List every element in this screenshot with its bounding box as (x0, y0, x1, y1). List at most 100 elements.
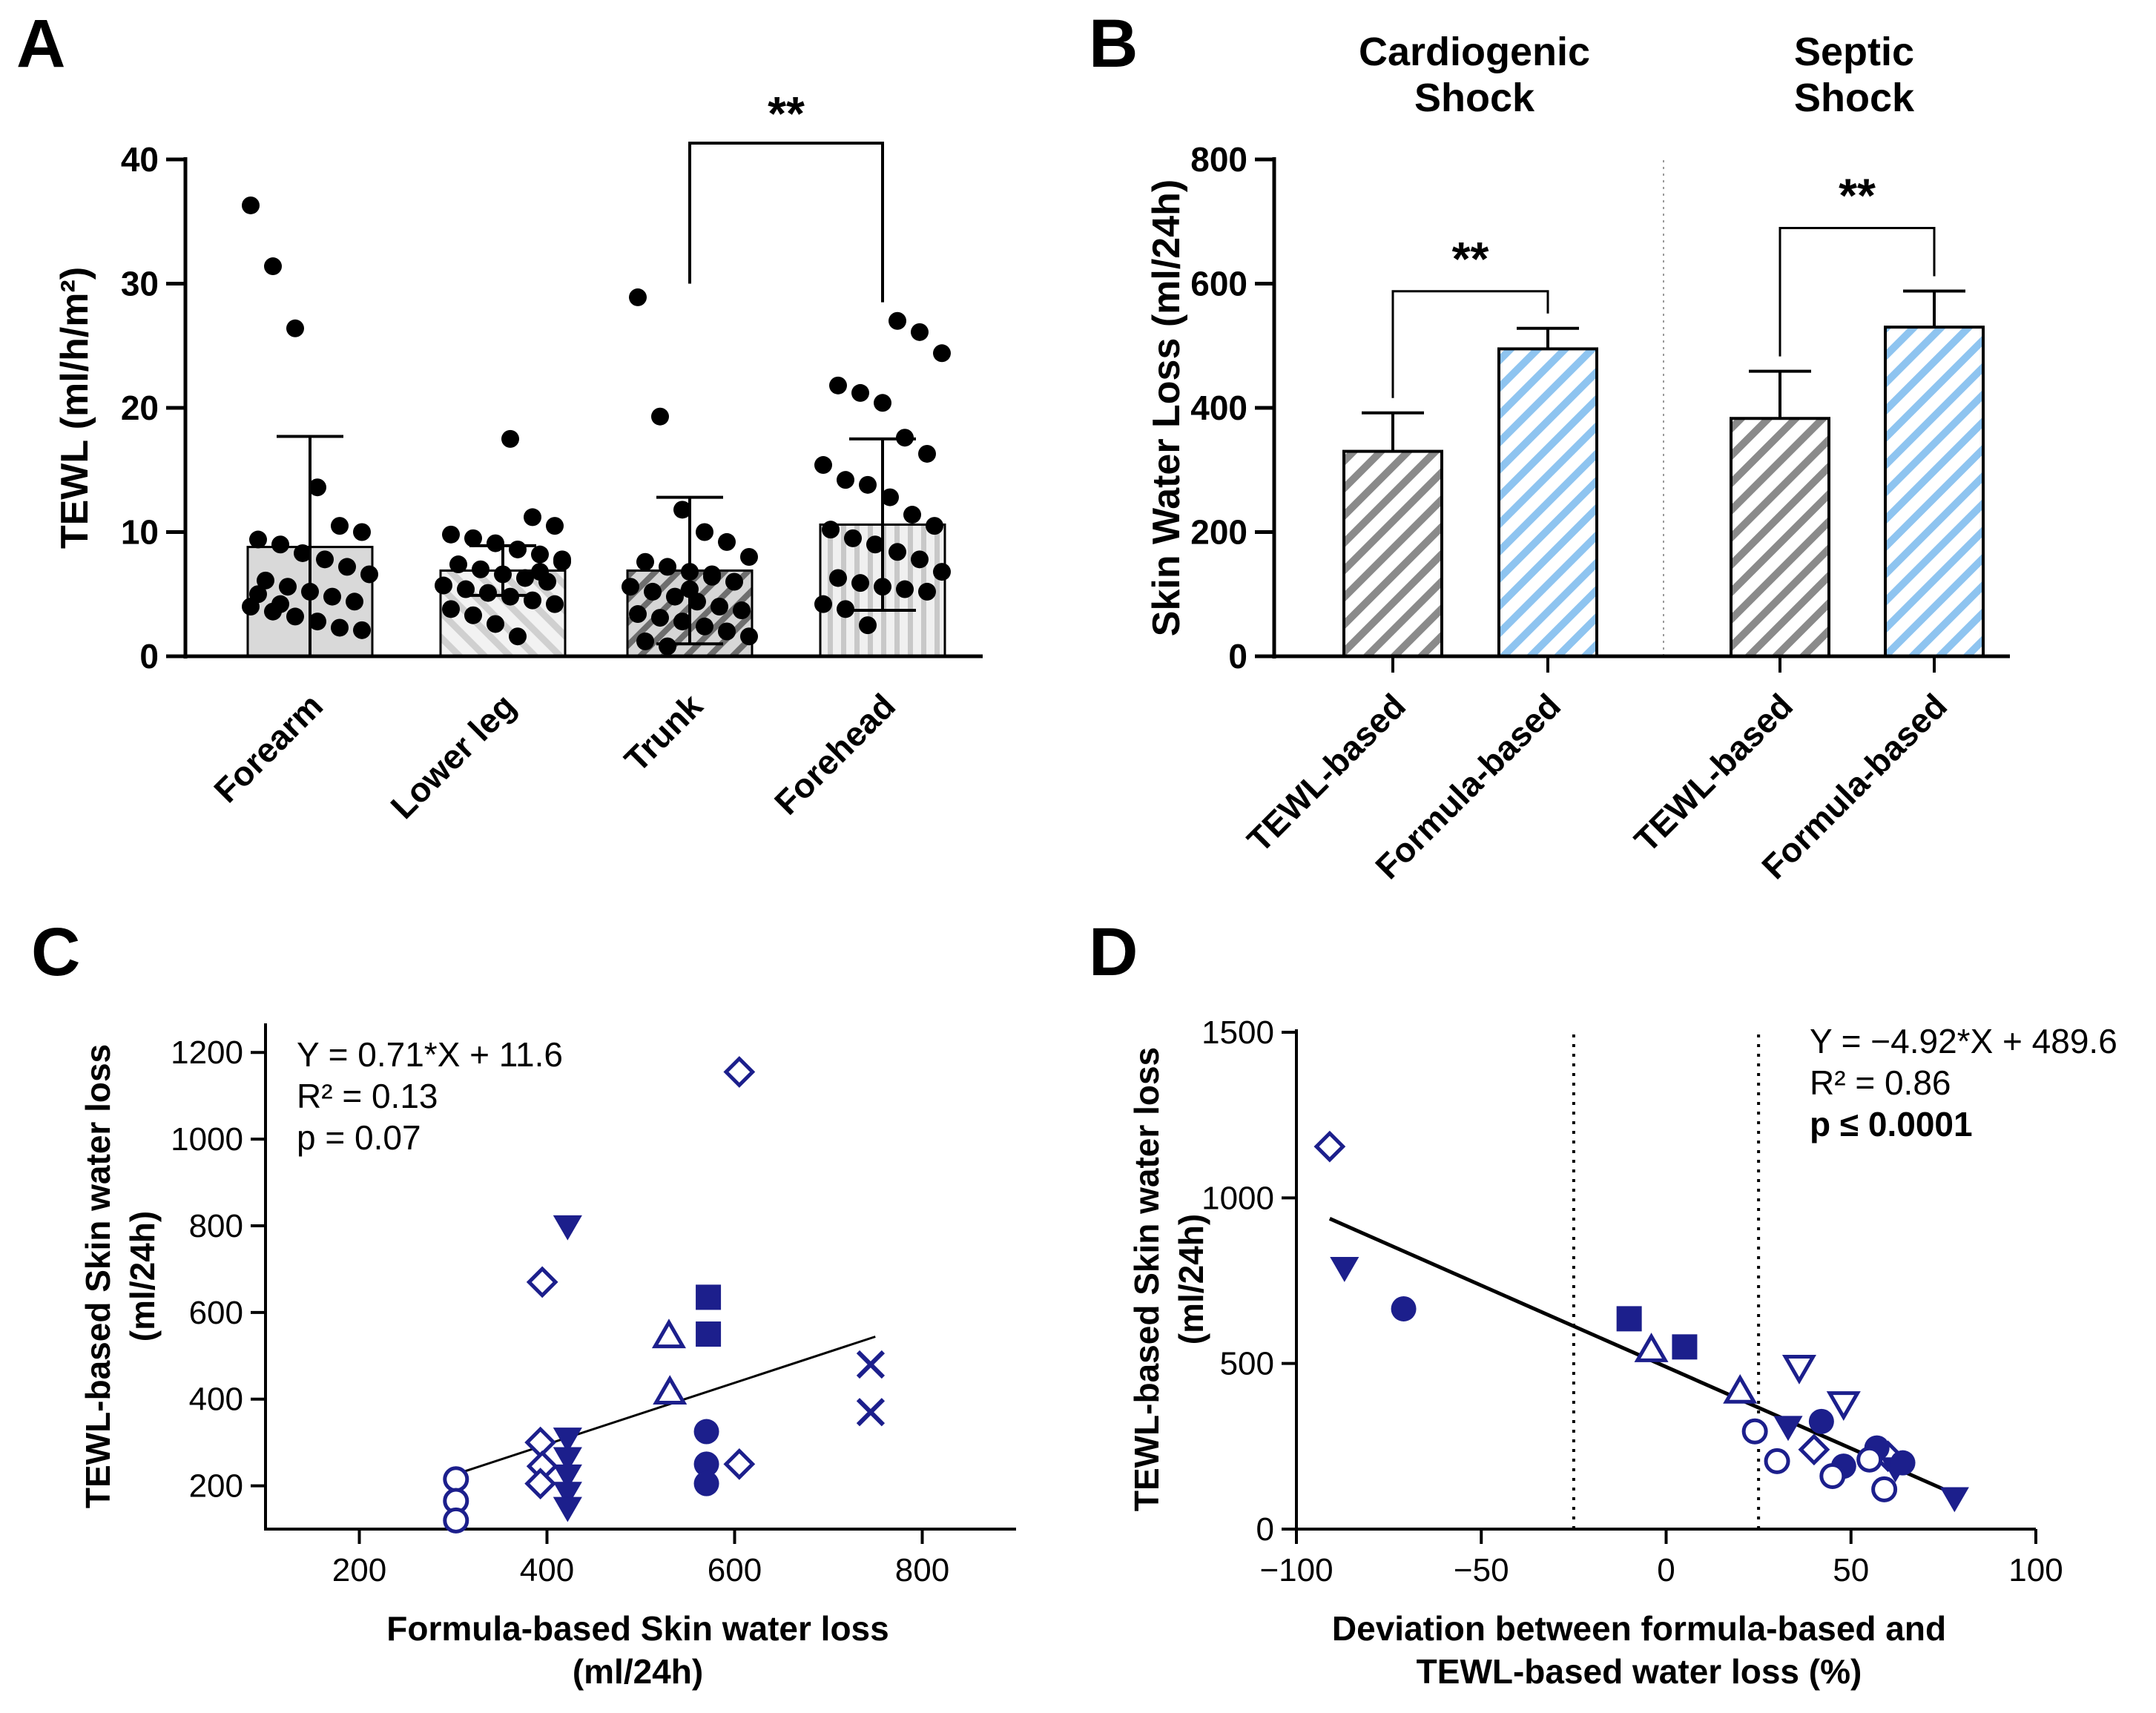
panel-label-a: A (16, 6, 65, 82)
data-point (911, 550, 929, 569)
data-point (442, 525, 460, 544)
data-point (464, 529, 482, 547)
y-axis-tick-label: 800 (1190, 140, 1247, 179)
data-point (844, 529, 862, 547)
x-tick-label: −50 (1454, 1552, 1509, 1588)
y-axis-title: TEWL (ml/h/m²) (53, 267, 96, 549)
data-point (294, 544, 311, 562)
data-point (264, 257, 282, 276)
data-point (501, 429, 519, 448)
data-point (829, 376, 847, 395)
y-tick-label: 800 (189, 1208, 243, 1244)
data-point (494, 565, 512, 584)
data-point (636, 632, 654, 650)
data-point (644, 582, 662, 601)
regression-line (452, 1336, 876, 1476)
y-axis-tick-label: 40 (121, 140, 159, 179)
y-tick-label: 1000 (171, 1121, 243, 1158)
panel-a-chart: Forearm Lower leg Trunk Forehead 0 10 20 30 40 TE… (53, 87, 983, 826)
data-point-x (856, 1350, 886, 1379)
data-point (629, 605, 647, 624)
group-title: Cardiogenic (1359, 30, 1590, 74)
data-point (629, 288, 647, 306)
data-point-triangle-up-open (651, 1318, 686, 1349)
data-point (457, 580, 475, 598)
y-tick-label: 400 (189, 1382, 243, 1418)
data-point-diamond-open (526, 1266, 558, 1298)
data-point (331, 517, 349, 535)
bar-tewl-based (1342, 449, 1443, 658)
group-title: Septic (1794, 30, 1914, 74)
data-point-diamond-open (723, 1448, 756, 1480)
regression-annotation: p = 0.07 (297, 1118, 421, 1157)
data-point (479, 584, 497, 602)
x-axis-title: Deviation between formula-based and (1332, 1609, 1946, 1648)
data-point (711, 598, 728, 615)
data-point-triangle-up-open (1634, 1333, 1669, 1362)
data-point (881, 488, 899, 506)
regression-annotation: R² = 0.13 (297, 1077, 438, 1115)
significance-bracket (688, 142, 884, 303)
data-point (889, 543, 906, 561)
data-point (859, 616, 877, 635)
x-tick-label: Lower leg (383, 686, 523, 826)
data-point-triangle-down (1939, 1487, 1969, 1513)
data-point-triangle-down (553, 1496, 582, 1522)
data-point-diamond-open (1313, 1130, 1346, 1163)
data-point-circle (693, 1419, 719, 1445)
y-tick-label: 1000 (1201, 1180, 1274, 1216)
x-marker-stroke (856, 1398, 886, 1427)
data-point-circle-open (1856, 1446, 1883, 1473)
y-axis-tick-label: 20 (121, 389, 159, 427)
bar-tewl-based (1730, 417, 1830, 658)
panel-label-d: D (1089, 914, 1138, 990)
data-point (309, 478, 326, 497)
panel-b-chart: CardiogenicShockTEWL-basedFormula-based*… (1145, 30, 2010, 886)
data-point (814, 595, 832, 613)
data-point-circle (1890, 1450, 1916, 1476)
y-axis-title: (ml/24h) (123, 1211, 162, 1341)
data-point-triangle-down (553, 1447, 582, 1473)
y-axis-title: (ml/24h) (1172, 1214, 1210, 1344)
data-point-square (1616, 1306, 1642, 1332)
x-marker-stroke (856, 1350, 886, 1379)
data-point (874, 578, 891, 596)
y-axis-title: TEWL-based Skin water loss (1127, 1047, 1166, 1511)
data-point (837, 600, 854, 618)
y-tick-label: 1200 (171, 1034, 243, 1071)
y-axis-tick-label: 0 (1228, 637, 1247, 676)
data-point (509, 540, 527, 558)
data-point-diamond-open (524, 1426, 557, 1459)
significance-bracket (1391, 290, 1549, 398)
data-point-triangle-up-open (1723, 1373, 1758, 1404)
data-point (829, 569, 847, 587)
data-point (681, 580, 699, 598)
data-point (257, 571, 274, 590)
x-tick-label: 100 (2008, 1552, 2063, 1588)
data-point (464, 606, 482, 624)
data-point (249, 530, 267, 549)
bar-formula-based (1884, 326, 1985, 658)
data-point-circle-open (1819, 1463, 1846, 1490)
data-point-circle (1808, 1408, 1834, 1434)
y-axis-tick-label: 200 (1190, 513, 1247, 552)
group-title: Shock (1794, 76, 1915, 120)
data-point-circle (1391, 1296, 1417, 1321)
data-point (316, 550, 334, 569)
x-tick-label: 0 (1657, 1552, 1675, 1588)
x-tick-label: 600 (708, 1552, 762, 1588)
data-point (718, 622, 736, 641)
data-point (487, 615, 504, 633)
data-point (918, 582, 936, 601)
data-point (309, 613, 326, 631)
data-point (740, 627, 758, 646)
data-point (918, 444, 936, 463)
data-point-triangle-down (553, 1428, 582, 1453)
data-point-triangle-down (553, 1215, 582, 1241)
panel-label-c: C (31, 914, 80, 990)
data-point-circle-open (1764, 1448, 1790, 1474)
y-tick-label: 200 (189, 1468, 243, 1505)
y-axis-title: TEWL-based Skin water loss (79, 1044, 117, 1508)
data-point (553, 552, 571, 571)
data-point (323, 587, 341, 606)
